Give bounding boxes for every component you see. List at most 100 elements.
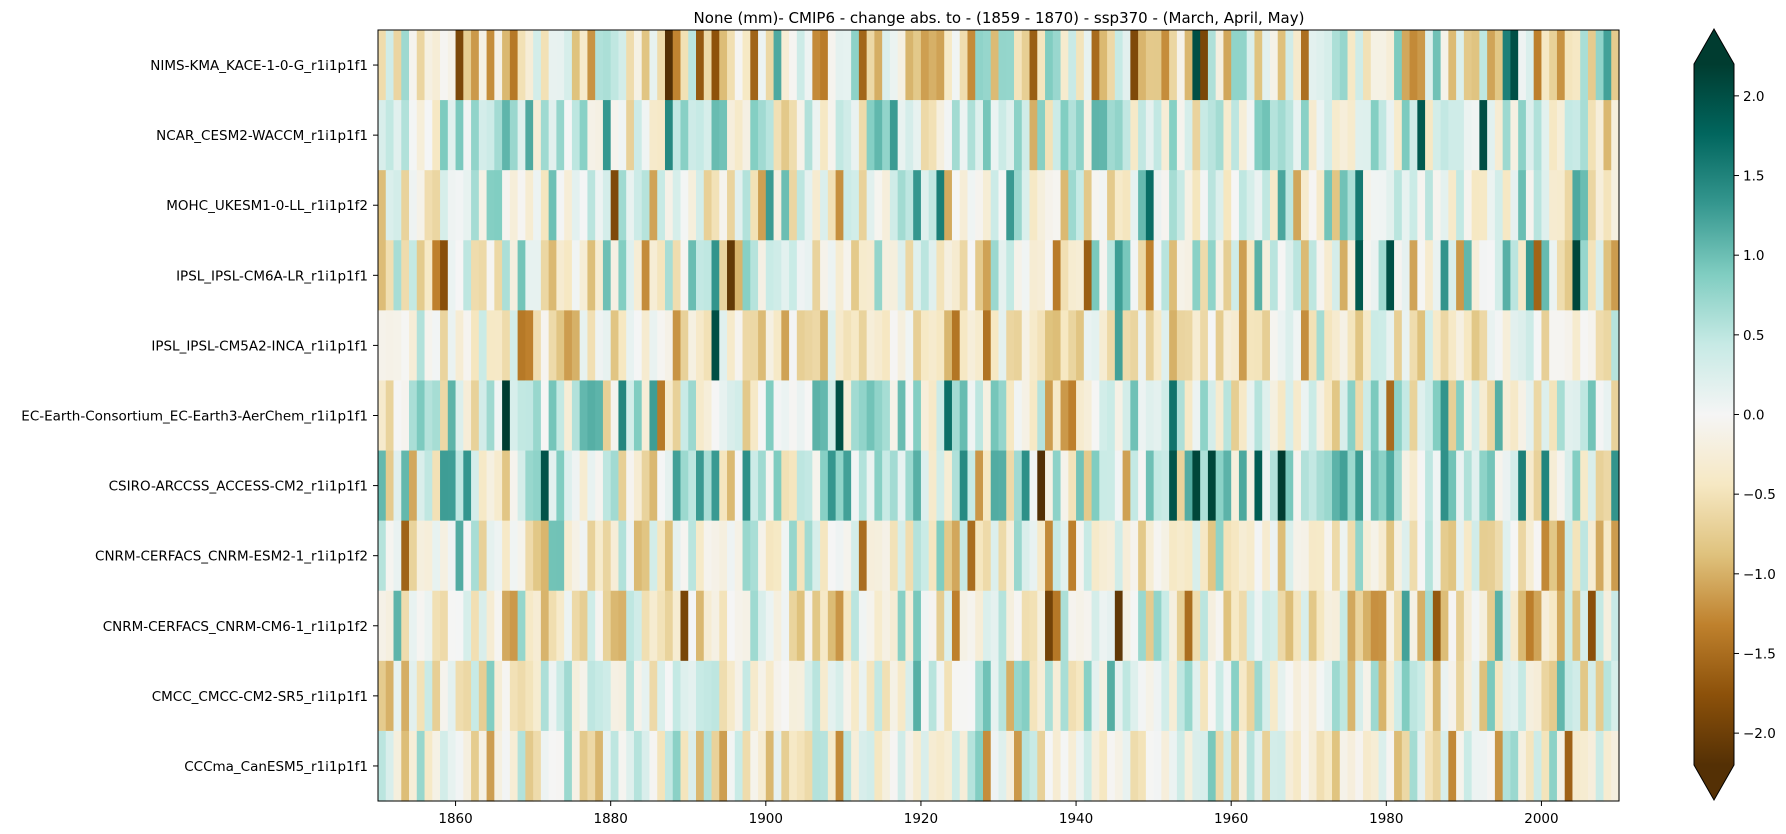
- heatmap-cell: [1386, 590, 1395, 662]
- heatmap-cell: [928, 660, 938, 732]
- heatmap-cell: [789, 380, 798, 452]
- heatmap-cell: [1502, 30, 1512, 101]
- heatmap-cell: [416, 310, 426, 382]
- heatmap-cell: [1114, 170, 1124, 241]
- heatmap-cell: [711, 590, 720, 662]
- heatmap-cell: [967, 520, 976, 592]
- heatmap-cell: [719, 730, 728, 802]
- heatmap-cell: [1533, 450, 1543, 522]
- heatmap-cell: [649, 590, 658, 662]
- heatmap-cell: [641, 590, 651, 662]
- heatmap-cell: [913, 660, 922, 732]
- heatmap-cell: [517, 240, 526, 311]
- heatmap-cell: [1014, 240, 1023, 311]
- heatmap-cell: [1107, 310, 1116, 382]
- heatmap-cell: [1076, 310, 1085, 382]
- heatmap-cell: [1021, 30, 1031, 101]
- heatmap-cell: [579, 450, 589, 522]
- heatmap-cell: [827, 730, 837, 802]
- heatmap-cell: [1099, 240, 1108, 311]
- heatmap-cell: [975, 30, 984, 101]
- heatmap-cell: [1052, 310, 1062, 382]
- heatmap-cell: [975, 100, 984, 171]
- heatmap-cell: [556, 30, 565, 101]
- heatmap-cell: [1580, 30, 1589, 101]
- heatmap-cell: [1394, 30, 1403, 101]
- heatmap-cell: [1021, 520, 1031, 592]
- heatmap-cell: [432, 520, 441, 592]
- heatmap-cell: [1316, 310, 1325, 382]
- heatmap-cell: [734, 520, 744, 592]
- heatmap-cell: [734, 240, 744, 311]
- heatmap-cell: [804, 590, 813, 662]
- heatmap-cell: [502, 380, 511, 452]
- heatmap-cell: [781, 660, 790, 732]
- heatmap-cell: [571, 100, 581, 171]
- heatmap-cell: [727, 730, 736, 802]
- heatmap-cell: [1269, 380, 1279, 452]
- heatmap-cell: [1487, 310, 1496, 382]
- heatmap-cell: [936, 660, 945, 732]
- heatmap-cell: [1308, 240, 1318, 311]
- heatmap-cell: [1456, 100, 1465, 171]
- heatmap-cell: [1246, 450, 1256, 522]
- heatmap-cell: [509, 310, 519, 382]
- heatmap-cell: [1006, 450, 1015, 522]
- colorbar-tick-label: −1.0: [1743, 567, 1776, 583]
- heatmap-cell: [1595, 380, 1605, 452]
- heatmap-cell: [1293, 170, 1302, 241]
- heatmap-cell: [385, 310, 395, 382]
- heatmap-cell: [959, 310, 969, 382]
- heatmap-cell: [1572, 450, 1581, 522]
- heatmap-cell: [796, 450, 806, 522]
- heatmap-cell: [1316, 450, 1325, 522]
- heatmap-cell: [509, 450, 519, 522]
- heatmap-cell: [959, 100, 969, 171]
- heatmap-cell: [944, 100, 953, 171]
- heatmap-cell: [1363, 660, 1372, 732]
- heatmap-cell: [1370, 380, 1380, 452]
- heatmap-cell: [951, 170, 961, 241]
- heatmap-cell: [633, 590, 643, 662]
- heatmap-cell: [502, 310, 511, 382]
- heatmap-cell: [533, 520, 542, 592]
- heatmap-cell: [1045, 450, 1054, 522]
- heatmap-cell: [649, 450, 658, 522]
- heatmap-cell: [1378, 170, 1387, 241]
- heatmap-cell: [1161, 450, 1170, 522]
- heatmap-cell: [1456, 450, 1465, 522]
- heatmap-cell: [1114, 100, 1124, 171]
- heatmap-cell: [494, 520, 503, 592]
- heatmap-cell: [711, 240, 720, 311]
- heatmap-cell: [967, 730, 976, 802]
- heatmap-cell: [455, 520, 464, 592]
- heatmap-cell: [820, 660, 829, 732]
- heatmap-cell: [1339, 520, 1349, 592]
- heatmap-cell: [1006, 380, 1015, 452]
- heatmap-cell: [1448, 30, 1457, 101]
- heatmap-cell: [1510, 240, 1519, 311]
- heatmap-cell: [556, 520, 565, 592]
- heatmap-cell: [820, 170, 829, 241]
- heatmap-cell: [657, 100, 666, 171]
- heatmap-cell: [982, 170, 992, 241]
- heatmap-cell: [719, 450, 728, 522]
- heatmap-cell: [1130, 100, 1139, 171]
- heatmap-cell: [1153, 380, 1162, 452]
- heatmap-cell: [1262, 380, 1271, 452]
- heatmap-cell: [889, 100, 899, 171]
- heatmap-cell: [1370, 310, 1380, 382]
- heatmap-cell: [1114, 520, 1124, 592]
- heatmap-cell: [409, 310, 418, 382]
- heatmap-cell: [432, 450, 441, 522]
- heatmap-cell: [409, 380, 418, 452]
- heatmap-cell: [416, 240, 426, 311]
- heatmap-cell: [1238, 520, 1248, 592]
- colorbar-tick-label: 2.0: [1743, 89, 1764, 105]
- heatmap-cell: [734, 170, 744, 241]
- heatmap-cell: [1045, 660, 1054, 732]
- heatmap-cell: [1138, 450, 1147, 522]
- heatmap-cell: [889, 590, 899, 662]
- heatmap-cell: [851, 100, 860, 171]
